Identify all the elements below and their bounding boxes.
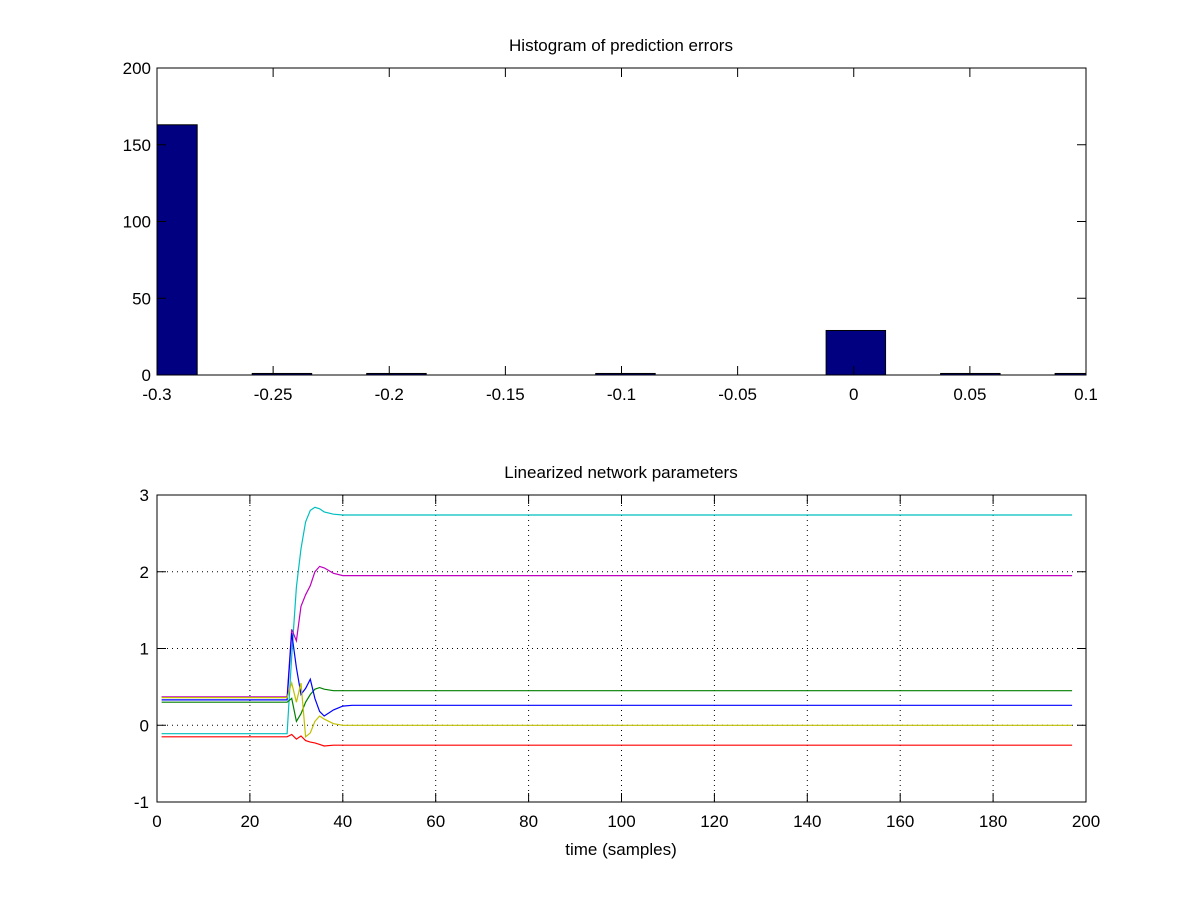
series-line: [161, 565, 1073, 698]
parameters-x-ticks: 0 20 40 60 80 100 120 140 160 180 200: [152, 495, 1100, 831]
parameters-y-tick-label: -1: [134, 793, 149, 812]
parameters-x-tick-label: 200: [1072, 812, 1100, 831]
parameters-x-label: time (samples): [565, 840, 676, 859]
parameters-y-tick-label: 1: [140, 640, 149, 659]
histogram-x-tick-label: -0.1: [607, 385, 636, 404]
parameters-x-tick-label: 60: [426, 812, 445, 831]
histogram-bar: [825, 329, 887, 376]
parameters-title: Linearized network parameters: [504, 463, 737, 482]
parameters-x-tick-label: 140: [793, 812, 821, 831]
parameters-y-tick-label: 0: [140, 716, 149, 735]
histogram-axes-box: [156, 67, 1087, 376]
parameters-x-tick-label: 120: [700, 812, 728, 831]
histogram-x-tick-label: -0.15: [486, 385, 525, 404]
parameters-x-tick-label: 80: [519, 812, 538, 831]
histogram-y-tick-label: 0: [142, 366, 151, 385]
series-line: [161, 680, 1073, 738]
histogram-title: Histogram of prediction errors: [509, 36, 733, 55]
histogram-bar: [156, 124, 198, 376]
parameters-x-tick-label: 160: [886, 812, 914, 831]
histogram-x-tick-label: 0: [849, 385, 858, 404]
histogram-y-tick-label: 200: [123, 59, 151, 78]
histogram-x-tick-label: -0.2: [375, 385, 404, 404]
histogram-x-tick-label: 0.05: [953, 385, 986, 404]
series-line: [161, 686, 1073, 724]
parameters-grid: [157, 495, 1086, 802]
histogram-x-tick-label: 0.1: [1074, 385, 1098, 404]
histogram-bar: [366, 372, 427, 376]
histogram-x-tick-label: -0.05: [718, 385, 757, 404]
histogram-x-tick-label: -0.25: [254, 385, 293, 404]
parameters-panel: Linearized network parameters 0 20 40 60 80 1…: [134, 463, 1100, 859]
parameters-y-tick-label: 2: [140, 563, 149, 582]
series-line: [161, 633, 1073, 717]
histogram-x-tick-label: -0.3: [142, 385, 171, 404]
histogram-y-tick-label: 100: [123, 213, 151, 232]
parameters-y-tick-label: 3: [140, 486, 149, 505]
parameters-x-tick-label: 20: [240, 812, 259, 831]
parameters-x-tick-label: 100: [607, 812, 635, 831]
histogram-bar: [595, 372, 656, 376]
histogram-bar: [251, 372, 313, 376]
parameters-x-tick-label: 40: [333, 812, 352, 831]
histogram-bars: [156, 124, 1087, 376]
histogram-y-ticks: 0 50 100 150 200: [123, 59, 1086, 385]
series-line: [161, 733, 1073, 747]
parameters-x-tick-label: 0: [152, 812, 161, 831]
parameters-x-tick-label: 180: [979, 812, 1007, 831]
histogram-panel: Histogram of prediction errors -0.3 -0.25…: [123, 36, 1098, 404]
parameters-series: [161, 506, 1073, 747]
series-line: [161, 506, 1073, 735]
histogram-y-tick-label: 150: [123, 136, 151, 155]
histogram-x-ticks: -0.3 -0.25 -0.2 -0.15 -0.1 -0.05 0 0.05 0.1: [142, 68, 1098, 404]
histogram-y-tick-label: 50: [132, 289, 151, 308]
parameters-y-ticks: -1 0 1 2 3: [134, 486, 1086, 812]
